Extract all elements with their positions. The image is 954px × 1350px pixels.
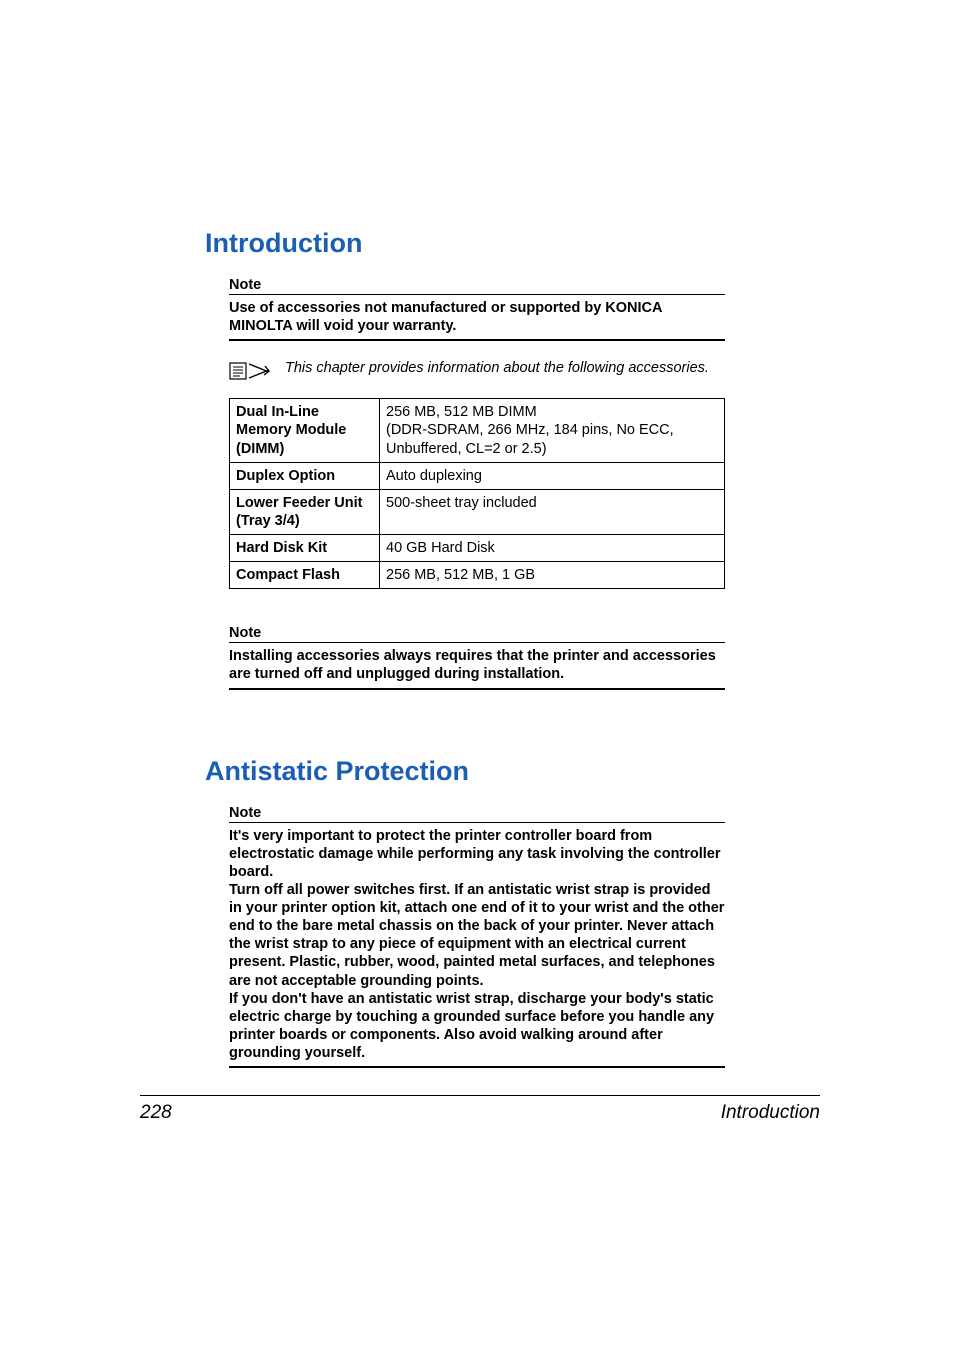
table-row: Dual In-Line Memory Module (DIMM)256 MB,… bbox=[230, 399, 725, 462]
table-cell-value: 256 MB, 512 MB, 1 GB bbox=[380, 562, 725, 589]
note-body: Installing accessories always requires t… bbox=[229, 643, 725, 689]
page: Introduction Note Use of accessories not… bbox=[0, 0, 954, 1350]
table-cell-key: Hard Disk Kit bbox=[230, 535, 380, 562]
accessories-table: Dual In-Line Memory Module (DIMM)256 MB,… bbox=[229, 398, 725, 589]
table-cell-value: 500-sheet tray included bbox=[380, 489, 725, 534]
callout-text: This chapter provides information about … bbox=[285, 359, 709, 378]
table-cell-key: Duplex Option bbox=[230, 462, 380, 489]
section-gap bbox=[205, 708, 725, 756]
table-row: Compact Flash256 MB, 512 MB, 1 GB bbox=[230, 562, 725, 589]
heading-antistatic: Antistatic Protection bbox=[205, 756, 725, 787]
table-row: Lower Feeder Unit (Tray 3/4)500-sheet tr… bbox=[230, 489, 725, 534]
table-body: Dual In-Line Memory Module (DIMM)256 MB,… bbox=[230, 399, 725, 589]
table-cell-key: Lower Feeder Unit (Tray 3/4) bbox=[230, 489, 380, 534]
note-body: It's very important to protect the print… bbox=[229, 823, 725, 1069]
table-cell-value: 256 MB, 512 MB DIMM (DDR-SDRAM, 266 MHz,… bbox=[380, 399, 725, 462]
note-body: Use of accessories not manufactured or s… bbox=[229, 295, 725, 341]
page-footer: 228 Introduction bbox=[140, 1095, 820, 1124]
note-icon bbox=[229, 361, 271, 386]
table-cell-key: Compact Flash bbox=[230, 562, 380, 589]
table-cell-value: 40 GB Hard Disk bbox=[380, 535, 725, 562]
heading-introduction: Introduction bbox=[205, 228, 725, 259]
callout-row: This chapter provides information about … bbox=[229, 359, 725, 386]
table-row: Duplex OptionAuto duplexing bbox=[230, 462, 725, 489]
page-number: 228 bbox=[140, 1102, 172, 1124]
footer-title: Introduction bbox=[721, 1102, 820, 1124]
content-area: Introduction Note Use of accessories not… bbox=[205, 228, 725, 1086]
table-cell-key: Dual In-Line Memory Module (DIMM) bbox=[230, 399, 380, 462]
note-label: Note bbox=[229, 277, 725, 295]
table-cell-value: Auto duplexing bbox=[380, 462, 725, 489]
note-label: Note bbox=[229, 625, 725, 643]
note-label: Note bbox=[229, 805, 725, 823]
table-row: Hard Disk Kit40 GB Hard Disk bbox=[230, 535, 725, 562]
